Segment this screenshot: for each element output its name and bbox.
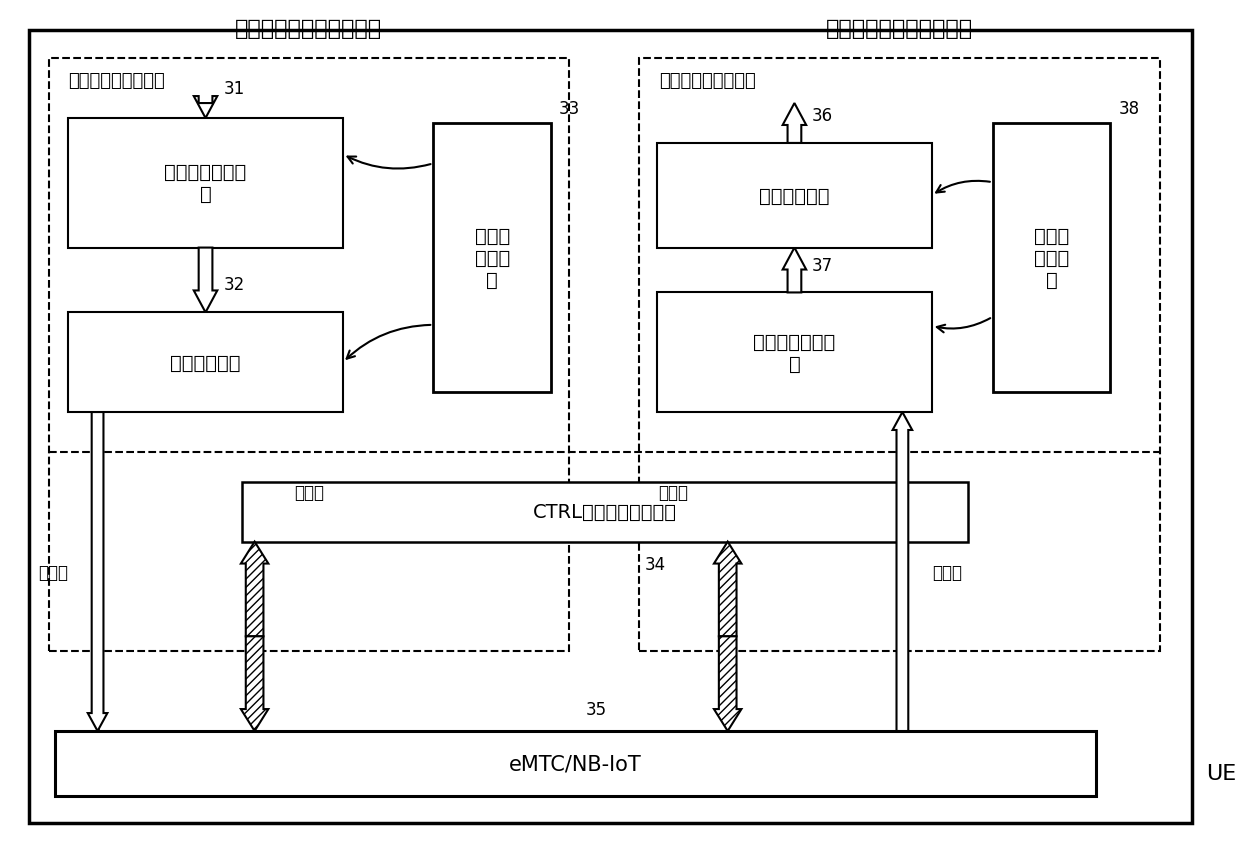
Bar [242,482,968,542]
Text: 31: 31 [223,80,244,98]
Bar [48,59,569,652]
Polygon shape [193,97,217,119]
Polygon shape [88,412,108,731]
Text: 35: 35 [585,700,606,718]
Text: 38: 38 [1118,100,1140,118]
Text: 控制包: 控制包 [294,483,324,501]
Polygon shape [241,636,268,731]
Text: 控制包: 控制包 [658,483,688,501]
Text: 33: 33 [559,100,580,118]
Polygon shape [893,412,913,731]
Text: 发送数据检测模
块: 发送数据检测模 块 [165,163,247,204]
Text: CTRL控制消息处理模块: CTRL控制消息处理模块 [533,503,677,521]
Text: UE: UE [1205,763,1236,783]
Bar [56,731,1096,796]
Text: 发送基
准数据
包: 发送基 准数据 包 [475,227,510,290]
Text: 34: 34 [645,555,666,573]
Polygon shape [241,542,268,636]
Polygon shape [782,248,806,293]
Polygon shape [714,542,742,636]
Bar [657,293,931,412]
Bar [640,59,1159,652]
Bar [68,313,343,412]
Text: 上行用户数据包发送过程: 上行用户数据包发送过程 [236,20,382,39]
Text: 36: 36 [812,106,833,125]
Text: 37: 37 [812,256,833,274]
Bar [993,124,1111,393]
Text: 数据恢复模块: 数据恢复模块 [759,187,830,205]
Text: 数据包: 数据包 [38,563,68,581]
Bar [657,144,931,248]
Polygon shape [714,636,742,731]
Text: 数据压缩模块: 数据压缩模块 [170,354,241,372]
Text: 数据包: 数据包 [931,563,962,581]
Text: 下行用户数据包接收过程: 下行用户数据包接收过程 [826,20,973,39]
Text: eMTC/NB-IoT: eMTC/NB-IoT [510,753,642,774]
Text: 待发送的原始数据包: 待发送的原始数据包 [68,72,165,90]
Text: 接收到的原始数据包: 接收到的原始数据包 [658,72,755,90]
Text: 32: 32 [223,276,244,294]
Polygon shape [193,248,217,313]
Text: 接收基
准数据
包: 接收基 准数据 包 [1034,227,1069,290]
Bar [68,119,343,248]
Text: 接收数据检测模
块: 接收数据检测模 块 [754,332,836,373]
Polygon shape [782,104,806,144]
Bar [433,124,551,393]
